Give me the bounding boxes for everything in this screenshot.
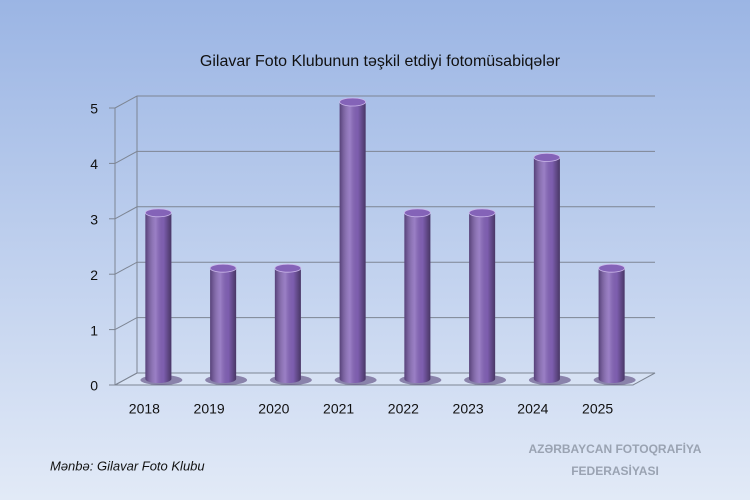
bar-top bbox=[339, 97, 367, 107]
bar-top bbox=[598, 263, 626, 273]
x-tick-label: 2023 bbox=[453, 401, 484, 417]
y-tick-label: 5 bbox=[90, 101, 98, 117]
bar-top bbox=[468, 208, 496, 218]
bar bbox=[334, 97, 377, 385]
bar-top bbox=[274, 263, 302, 273]
floor bbox=[114, 372, 656, 386]
grid-line bbox=[114, 95, 655, 109]
bar-shading bbox=[598, 268, 625, 383]
grid-line bbox=[114, 206, 655, 220]
watermark: AZƏRBAYCAN FOTOQRAFİYA bbox=[529, 441, 702, 456]
bar bbox=[528, 152, 571, 385]
bar bbox=[399, 208, 442, 385]
y-tick-label: 1 bbox=[90, 322, 98, 338]
bar-top bbox=[533, 152, 561, 162]
bar bbox=[140, 208, 183, 385]
chart-title: Gilavar Foto Klubunun təşkil etdiyi foto… bbox=[200, 53, 561, 70]
x-tick-label: 2022 bbox=[388, 401, 419, 417]
bar-top bbox=[403, 208, 431, 218]
bar-top bbox=[144, 208, 172, 218]
bar-top bbox=[209, 263, 237, 273]
x-tick-label: 2024 bbox=[517, 401, 548, 417]
bar bbox=[269, 263, 312, 385]
y-tick-label: 4 bbox=[90, 156, 98, 172]
bar bbox=[464, 208, 507, 385]
x-tick-label: 2021 bbox=[323, 401, 354, 417]
bar-shading bbox=[274, 268, 301, 383]
bar-shading bbox=[533, 157, 560, 383]
watermark: FEDERASİYASI bbox=[571, 463, 659, 478]
grid-line bbox=[114, 150, 655, 164]
x-tick-label: 2018 bbox=[129, 401, 160, 417]
x-tick-label: 2019 bbox=[194, 401, 225, 417]
bar-shading bbox=[145, 212, 172, 383]
y-tick-label: 3 bbox=[90, 212, 98, 228]
source-note: Mənbə: Gilavar Foto Klubu bbox=[50, 458, 205, 473]
x-tick-label: 2025 bbox=[582, 401, 613, 417]
bar-shading bbox=[404, 212, 431, 383]
y-tick-label: 0 bbox=[90, 378, 98, 394]
bar-shading bbox=[339, 102, 366, 383]
bar-shading bbox=[469, 212, 496, 383]
bar bbox=[205, 263, 248, 385]
bar-shading bbox=[210, 268, 237, 383]
x-tick-label: 2020 bbox=[258, 401, 289, 417]
y-tick-label: 2 bbox=[90, 267, 98, 283]
bar bbox=[593, 263, 636, 385]
